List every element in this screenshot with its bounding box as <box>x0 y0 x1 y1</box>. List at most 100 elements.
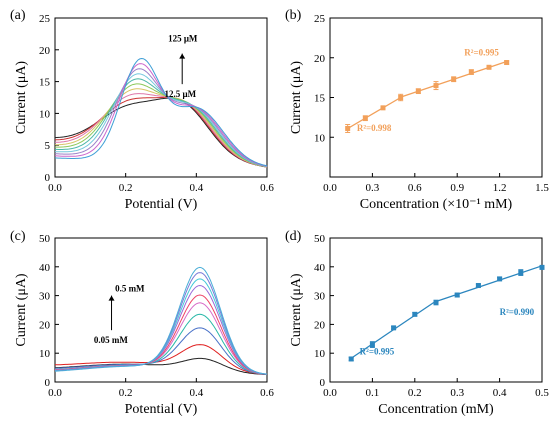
fit-r2-label: R²=0.990 <box>500 307 535 317</box>
data-point <box>475 283 481 289</box>
plot-frame-c <box>54 237 268 383</box>
x-tick-label: 1.2 <box>493 182 507 194</box>
x-tick-label: 0.4 <box>493 387 507 399</box>
y-tick-label: 0 <box>45 172 51 184</box>
y-tick-label: 25 <box>314 13 326 25</box>
dpv-curve <box>55 68 268 167</box>
y-tick-label: 30 <box>39 291 51 303</box>
data-point <box>380 105 386 111</box>
y-tick-label: 40 <box>39 262 51 274</box>
chart-panel-b: 0.0 0.3 0.6 0.9 1.2 1.5 10 15 20 25 Concentration … <box>289 13 549 212</box>
panel-label-b: (b) <box>285 8 302 23</box>
data-point <box>433 83 439 89</box>
x-tick-label: 0.0 <box>48 182 62 194</box>
y-tick-label: 10 <box>314 132 326 144</box>
dpv-curve <box>54 327 268 375</box>
dpv-curve <box>54 73 268 167</box>
fit-r2-label: R²=0.995 <box>360 347 395 357</box>
x-tick-label: 0.0 <box>323 182 337 194</box>
plot-frame-a <box>54 17 268 178</box>
data-point <box>391 325 397 331</box>
y-axis-label: Current (μA) <box>14 61 29 135</box>
dpv-curve <box>54 266 268 375</box>
x-tick-label: 0.9 <box>450 182 464 194</box>
y-tick-label: 10 <box>314 348 326 360</box>
data-point <box>398 95 404 100</box>
x-tick-label: 0.6 <box>260 387 274 399</box>
data-point <box>468 69 474 75</box>
dpv-curve <box>54 63 268 167</box>
data-point <box>539 264 545 270</box>
data-point <box>451 76 457 82</box>
x-tick-label: 0.2 <box>119 387 133 399</box>
dpv-curve <box>54 96 268 168</box>
annotation-low: 0.05 mM <box>94 335 128 345</box>
x-axis-label: Concentration (mM) <box>378 402 494 417</box>
data-point <box>518 270 524 276</box>
x-axis-label: Concentration (×10⁻¹ mM) <box>360 197 513 212</box>
x-tick-label: 0.5 <box>535 387 549 399</box>
y-tick-label: 15 <box>39 77 51 89</box>
dpv-curve <box>54 272 268 375</box>
fit-line <box>347 96 401 130</box>
data-point <box>433 300 439 306</box>
fit-r2-label: R²=0.995 <box>464 47 499 57</box>
fit-line <box>435 265 543 303</box>
x-tick-label: 0.2 <box>408 387 422 399</box>
dpv-curve <box>55 344 268 375</box>
chart-panel-d: 0.0 0.1 0.2 0.3 0.4 0.5 0 10 20 30 40 50 Concentrati… <box>289 233 549 417</box>
x-tick-label: 0.0 <box>323 387 337 399</box>
annotation-high: 125 μM <box>168 34 198 44</box>
x-tick-label: 0.1 <box>366 387 380 399</box>
data-point <box>412 311 418 317</box>
y-tick-label: 40 <box>314 262 326 274</box>
panel-label-a: (a) <box>10 8 26 23</box>
y-tick-label: 20 <box>39 45 51 57</box>
y-tick-label: 20 <box>39 319 51 331</box>
y-tick-label: 5 <box>45 140 51 152</box>
y-tick-label: 0 <box>45 377 51 389</box>
data-point <box>504 60 510 66</box>
x-tick-label: 0.3 <box>450 387 464 399</box>
data-point <box>362 115 368 121</box>
y-tick-label: 50 <box>314 233 326 245</box>
data-point <box>348 356 354 362</box>
y-axis-label: Current (μA) <box>14 273 29 347</box>
y-tick-label: 20 <box>314 53 326 65</box>
x-tick-label: 0.4 <box>189 387 203 399</box>
plot-frame-d <box>329 237 543 383</box>
x-tick-label: 0.2 <box>119 182 133 194</box>
panel-label-c: (c) <box>10 229 26 244</box>
plot-frame-b <box>329 17 543 178</box>
annotation-high: 0.5 mM <box>115 283 145 293</box>
y-tick-label: 10 <box>39 108 51 120</box>
data-point <box>345 126 351 132</box>
x-axis-label: Potential (V) <box>125 402 198 417</box>
x-tick-label: 0.4 <box>189 182 203 194</box>
x-tick-label: 0.3 <box>366 182 380 194</box>
y-tick-label: 25 <box>39 13 51 25</box>
dpv-curve <box>55 93 268 168</box>
dpv-curve <box>55 78 268 168</box>
arrow-head <box>179 53 186 59</box>
y-tick-label: 50 <box>39 233 51 245</box>
arrow-head <box>108 295 115 301</box>
y-tick-label: 30 <box>314 291 326 303</box>
x-tick-label: 0.6 <box>408 182 422 194</box>
data-point <box>369 342 375 348</box>
data-point <box>486 64 492 70</box>
x-tick-label: 0.6 <box>260 182 274 194</box>
x-tick-label: 0.0 <box>48 387 62 399</box>
chart-panel-a: 0.0 0.2 0.4 0.6 0 5 10 15 20 25 Potential (V) Curre… <box>14 13 274 212</box>
x-tick-label: 1.5 <box>535 182 549 194</box>
y-tick-label: 10 <box>39 348 51 360</box>
chart-panel-c: 0.0 0.2 0.4 0.6 0 10 20 30 40 50 Potential (V) Curr… <box>14 233 274 417</box>
fit-r2-label: R²=0.998 <box>357 123 392 133</box>
y-tick-label: 0 <box>320 377 326 389</box>
annotation-low: 12.5 μM <box>165 89 197 99</box>
y-tick-label: 15 <box>314 93 326 105</box>
x-axis-label: Potential (V) <box>125 197 198 212</box>
y-tick-label: 20 <box>314 319 326 331</box>
panel-label-d: (d) <box>285 229 302 244</box>
